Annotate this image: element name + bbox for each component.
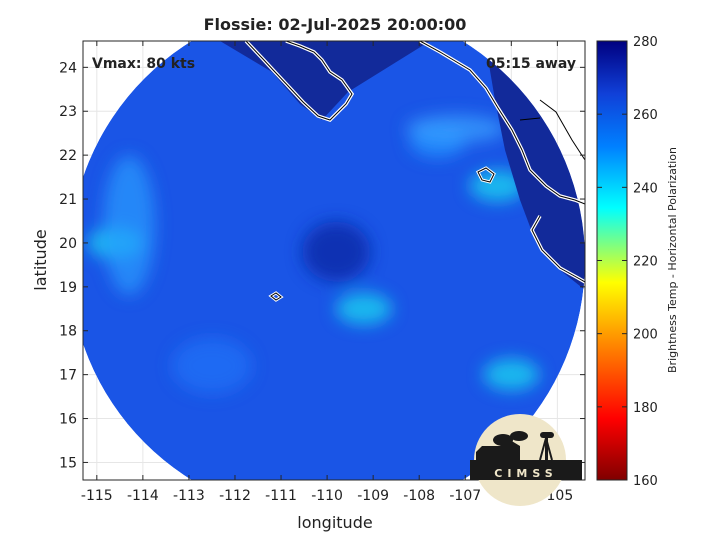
swath-feature-coastal-convection xyxy=(469,169,526,202)
logo-tower-tank xyxy=(540,432,554,438)
small-island xyxy=(270,292,282,301)
x-tick-label: -109 xyxy=(357,488,389,504)
swath-feature-eye xyxy=(302,221,371,282)
y-tick-label: 17 xyxy=(59,368,77,384)
swath-feature-southeast-band xyxy=(483,358,540,391)
y-tick-label: 20 xyxy=(59,236,77,252)
x-tick-label: -114 xyxy=(127,488,159,504)
western-band xyxy=(103,155,156,296)
colorbar-tick-label: 240 xyxy=(633,181,658,196)
x-axis-label: longitude xyxy=(297,513,372,532)
colorbar-tick-label: 180 xyxy=(633,401,658,416)
chart-title: Flossie: 02-Jul-2025 20:00:00 xyxy=(204,15,467,34)
logo-dish-2 xyxy=(510,431,528,441)
x-tick-label: -107 xyxy=(449,488,481,504)
colorbar-ticks: 160 180 200 220 240 260 280 xyxy=(597,35,658,489)
mainland-coast xyxy=(419,41,585,283)
y-tick-label: 15 xyxy=(59,455,77,471)
logo-text: CIMSS xyxy=(494,467,557,480)
baja-coast xyxy=(245,41,353,121)
colorbar-label: Brightness Temp - Horizontal Polarizatio… xyxy=(666,147,679,373)
y-tick-label: 23 xyxy=(59,104,77,120)
logo-tower-leg xyxy=(545,436,548,460)
y-tick-label: 18 xyxy=(59,324,77,340)
x-tick-label: -111 xyxy=(265,488,297,504)
island-coast xyxy=(477,167,495,183)
colorbar-tick-label: 220 xyxy=(633,255,658,270)
axes-frame xyxy=(82,40,586,481)
x-tick-label: -110 xyxy=(311,488,343,504)
y-tick-label: 22 xyxy=(59,148,77,164)
logo-building xyxy=(476,440,520,460)
colorbar-tick-label: 280 xyxy=(633,35,658,50)
swath-features xyxy=(87,114,540,394)
northeast-band xyxy=(406,114,507,143)
x-tick-label: -108 xyxy=(403,488,435,504)
x-tick-label: -115 xyxy=(81,488,113,504)
baja-land xyxy=(220,41,430,120)
colorbar-tick-label: 260 xyxy=(633,108,658,123)
cimss-logo: CIMSS xyxy=(470,414,582,506)
y-tick-label: 16 xyxy=(59,412,77,428)
logo-dish-1 xyxy=(493,434,513,446)
southwest-band xyxy=(171,337,252,394)
y-axis-label: latitude xyxy=(31,229,50,290)
y-tick-label: 21 xyxy=(59,192,77,208)
x-tick-label: -112 xyxy=(219,488,251,504)
coastlines xyxy=(244,41,585,302)
y-tick-label: 24 xyxy=(59,60,77,76)
colorbar-tick-label: 200 xyxy=(633,328,658,343)
swath-feature-convective-band xyxy=(335,292,392,325)
y-tick-label: 19 xyxy=(59,280,77,296)
colorbar-tick-label: 160 xyxy=(633,474,658,489)
x-tick-label: -113 xyxy=(173,488,205,504)
vmax-annotation: Vmax: 80 kts xyxy=(92,56,195,72)
state-border xyxy=(519,99,585,161)
time-away-annotation: 05:15 away xyxy=(486,56,576,72)
logo-band xyxy=(470,460,582,480)
y-axis: 15 16 17 18 19 20 21 22 23 24 xyxy=(59,60,585,471)
swath-layer xyxy=(83,41,585,480)
logo-tower-struts xyxy=(539,434,553,461)
